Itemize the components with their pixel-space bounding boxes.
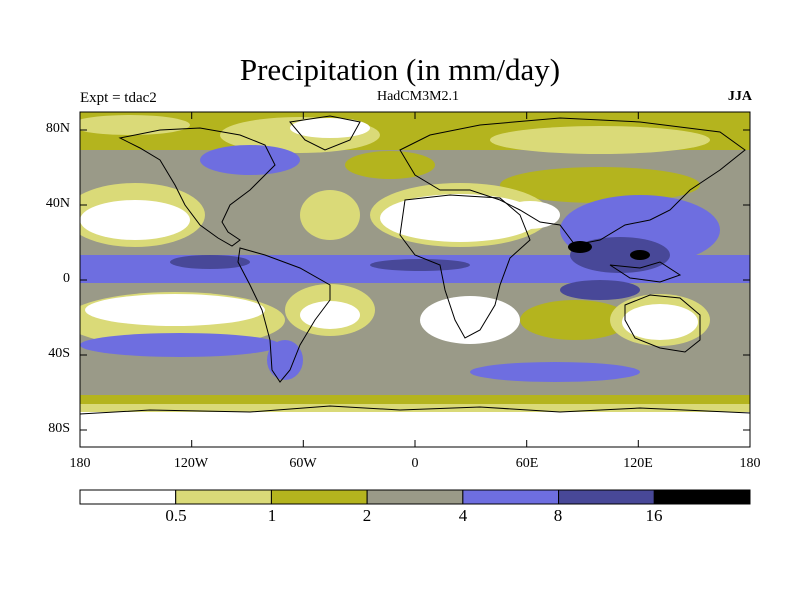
lon-tick-label-60e: 60E [515, 456, 539, 471]
field-storm-track-pacific [80, 333, 280, 357]
field-siberia-dry [490, 126, 710, 154]
lon-tick-label-120e: 120E [623, 456, 653, 471]
colorbar-swatch [270, 489, 368, 505]
lon-tick-label-0: 0 [411, 456, 419, 471]
field-asia-mid [500, 167, 700, 203]
colorbar-label-8: 8 [553, 506, 563, 525]
colorbar-swatch [462, 489, 560, 505]
lat-tick-label-0: 0 [63, 271, 70, 286]
field-sio-moderate [520, 300, 630, 340]
field-antarctic-transition [80, 404, 750, 412]
field-chile-wet [267, 340, 303, 380]
colorbar-swatch [79, 489, 177, 505]
field-itcz-pacific-heavy [170, 255, 250, 269]
field-satl-dry [300, 301, 360, 329]
field-itcz-africa-heavy [370, 259, 470, 271]
coastline-antarctica [80, 405, 750, 415]
field-greenland-dry [290, 118, 370, 138]
colorbar-label-0-5: 0.5 [165, 506, 187, 525]
field-sahara [380, 194, 540, 242]
lon-tick-label-120w: 120W [173, 456, 209, 471]
lat-tick-label-40n: 40N [45, 196, 70, 211]
experiment-label: Expt = tdac2 [80, 90, 157, 106]
colorbar-label-4: 4 [458, 506, 468, 525]
lon-ticks [79, 112, 751, 447]
field-monsoon-heavy [570, 237, 670, 273]
lon-tick-label-180e: 180 [739, 456, 761, 471]
lat-tick-label-80n: 80N [45, 121, 70, 136]
field-australia [622, 304, 698, 340]
field-spac-dry [85, 294, 265, 326]
coastline-north-america [118, 127, 276, 247]
colorbar-frame [79, 489, 751, 505]
lon-tick-label-180w: 180 [69, 456, 91, 471]
coastline-africa [399, 194, 531, 339]
lat-tick-label-80s: 80S [48, 421, 70, 436]
lon-tick-label-60w: 60W [289, 456, 317, 471]
colorbar-label-2: 2 [362, 506, 372, 525]
colorbar-swatch [558, 489, 655, 505]
coastlines [80, 115, 750, 415]
colorbar-swatch [175, 489, 272, 505]
colorbar-label-16: 16 [645, 506, 663, 525]
field-storm-track-indian [470, 362, 640, 382]
field-npac-dry [80, 200, 190, 240]
coastline-australia [624, 294, 701, 353]
lat-ticks [80, 129, 750, 431]
model-label: HadCM3M2.1 [376, 89, 460, 104]
coastline-south-america [237, 247, 331, 383]
season-label: JJA [727, 89, 752, 104]
field-alaska-dry [80, 115, 190, 135]
colorbar-swatch [366, 489, 464, 505]
field-southern-africa [420, 296, 520, 344]
colorbar-swatch [653, 489, 751, 505]
colorbar-label-1: 1 [267, 506, 277, 525]
coastline-europe-asia [399, 117, 746, 246]
lat-tick-label-40s: 40S [48, 346, 70, 361]
coastline-greenland [289, 115, 361, 151]
field-canada-wet [200, 145, 300, 175]
coastline-indonesia [609, 261, 682, 283]
field-natl-dry [300, 190, 360, 240]
field-maritime-extreme [630, 250, 650, 260]
field-atlantic-north [345, 151, 435, 179]
map-title: Precipitation (in mm/day) [239, 52, 561, 87]
field-indian-ocean-heavy [560, 280, 640, 300]
colorbar [79, 489, 751, 505]
